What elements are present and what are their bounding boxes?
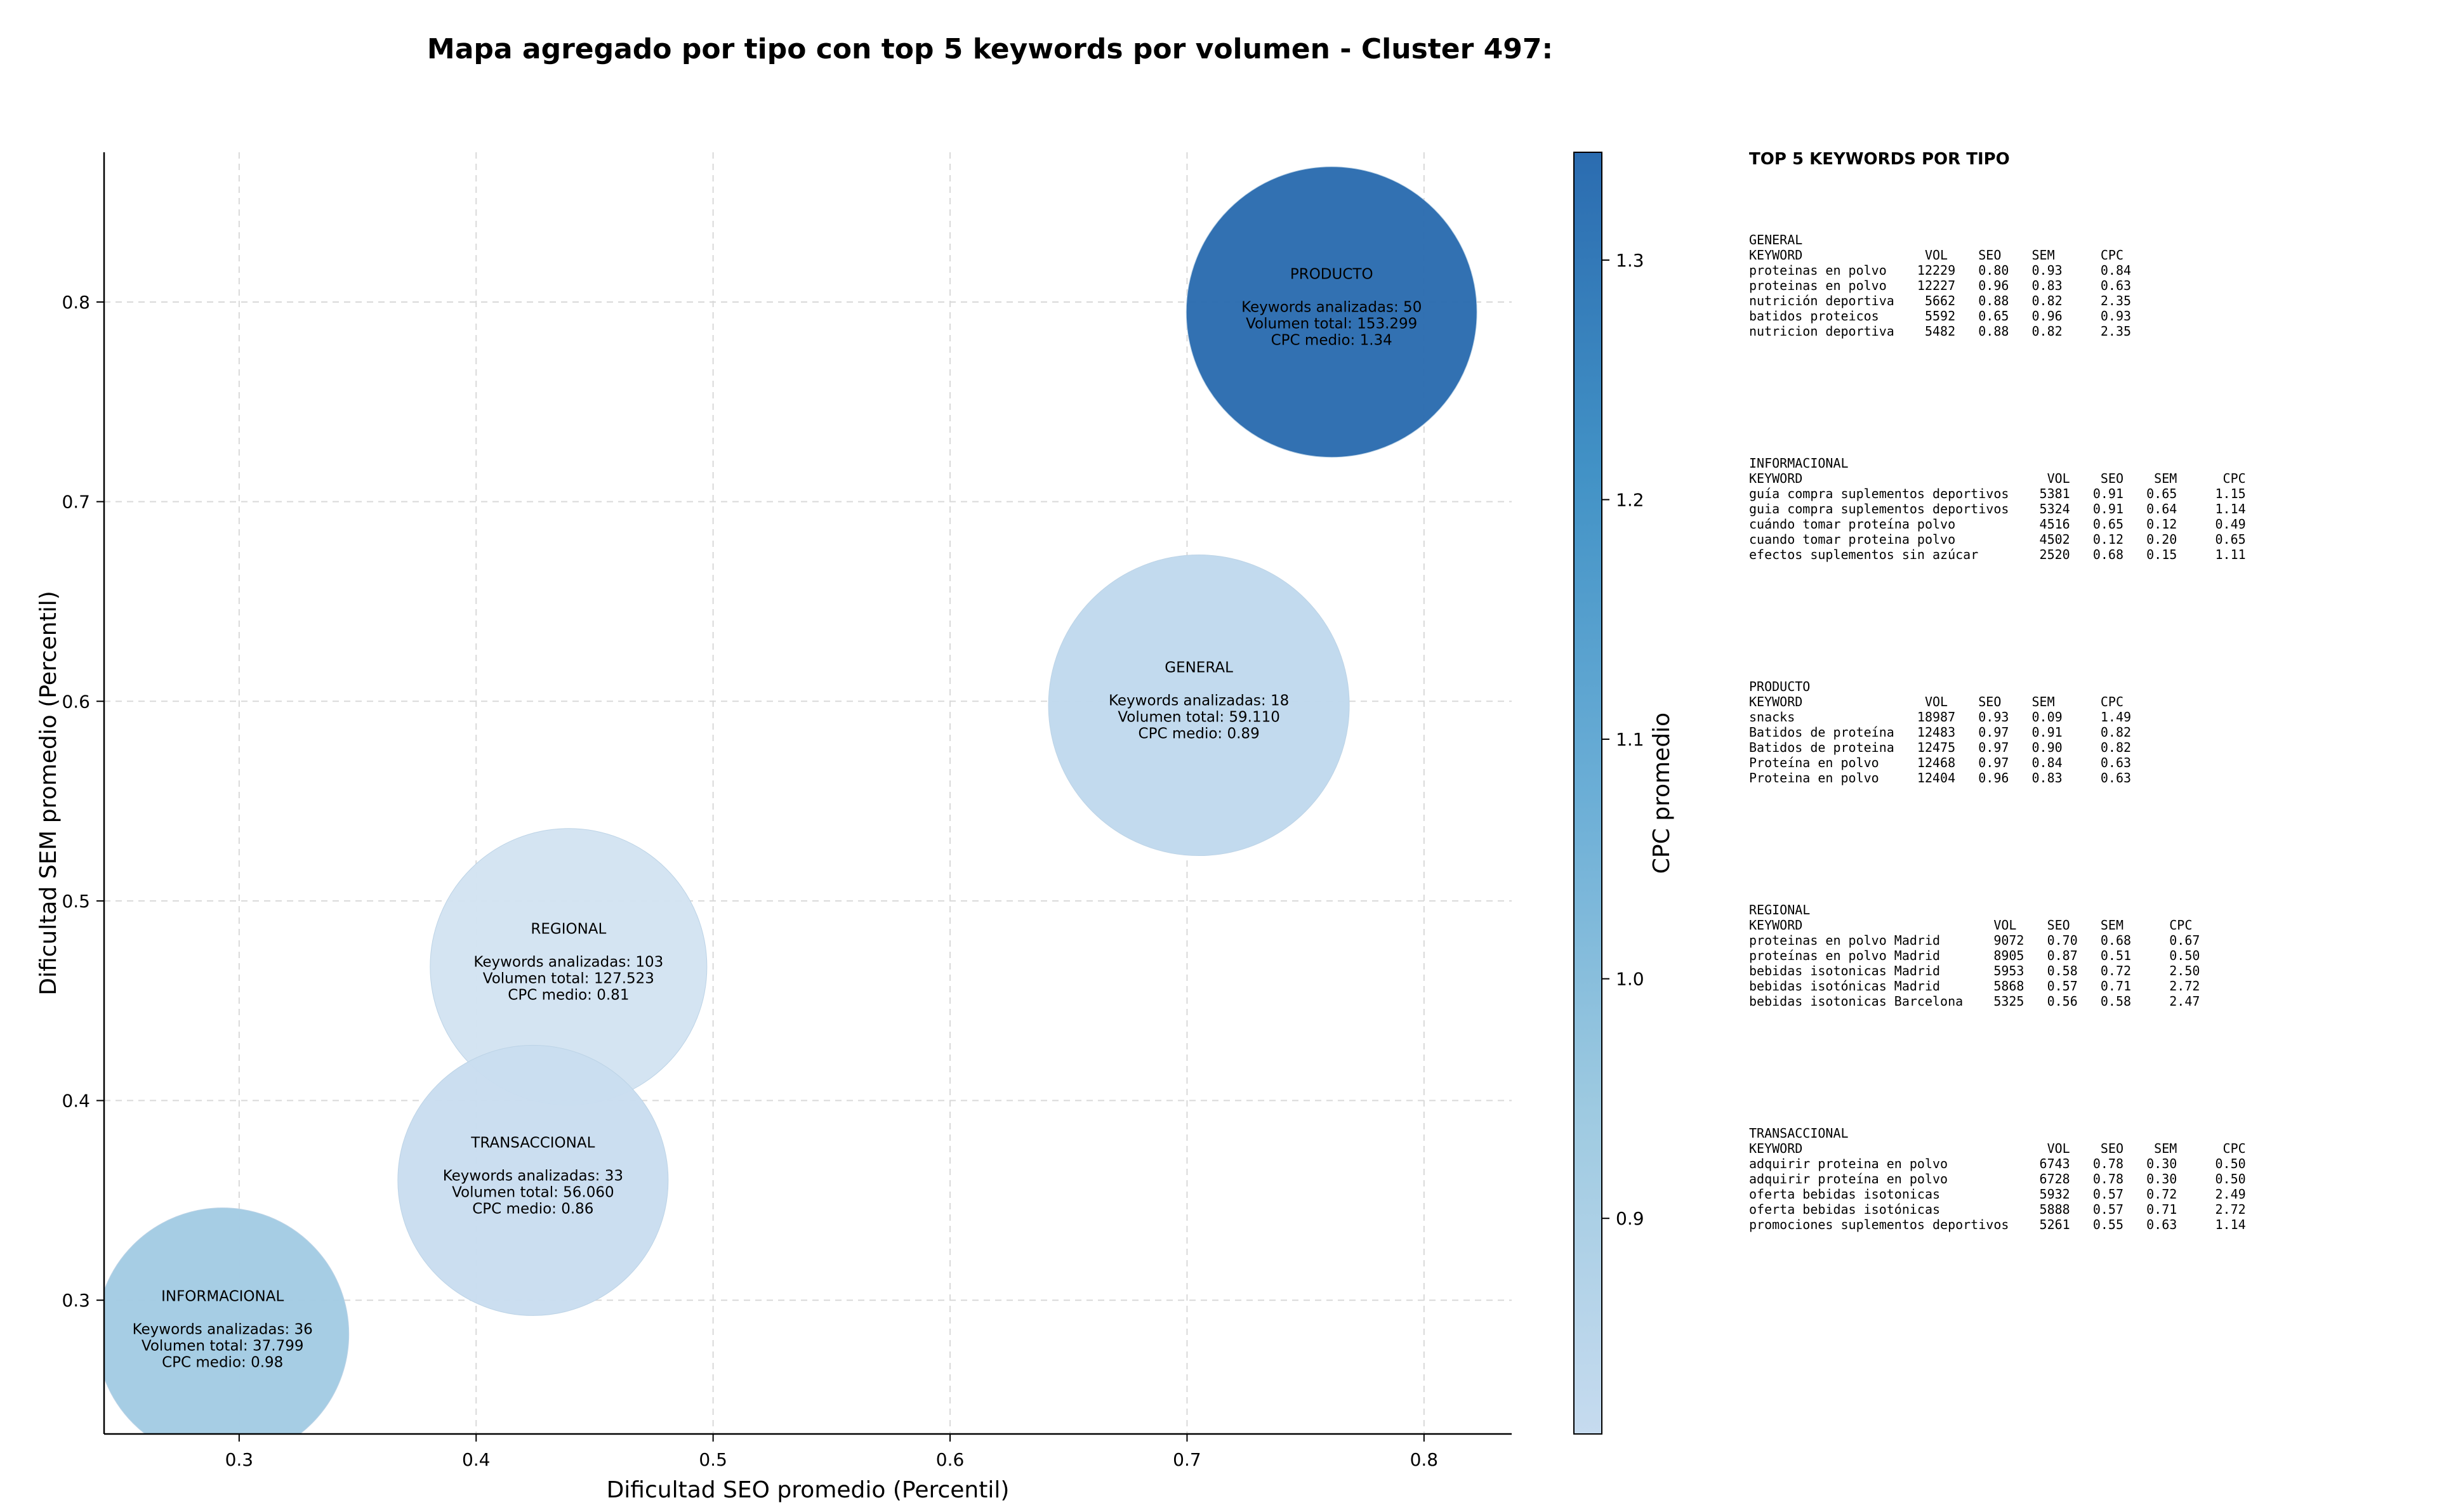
keyword-block-title: GENERAL: [1749, 232, 1803, 247]
y-tick-label: 0.7: [62, 492, 90, 513]
bubble-cpc-label: CPC medio: 0.98: [162, 1355, 283, 1371]
bubble-cpc-label: CPC medio: 1.34: [1271, 332, 1392, 349]
chart-title: Mapa agregado por tipo con top 5 keyword…: [426, 33, 1554, 65]
keyword-table-row: guía compra suplementos deportivos 5381 …: [1749, 486, 2246, 501]
y-tick-label: 0.5: [62, 891, 90, 912]
keyword-table-row: oferta bebidas isotonicas 5932 0.57 0.72…: [1749, 1187, 2246, 1202]
keyword-table-row: bebidas isotonicas Barcelona 5325 0.56 0…: [1749, 994, 2200, 1009]
keyword-block-informacional: INFORMACIONAL KEYWORD VOL SEO SEM CPC guía…: [1749, 456, 2422, 679]
y-tick-label: 0.8: [62, 292, 90, 313]
bubble-cpc-label: CPC medio: 0.89: [1139, 726, 1260, 742]
keyword-table-header: KEYWORD VOL SEO SEM CPC: [1749, 917, 2193, 933]
keyword-table-row: Proteina en polvo 12404 0.96 0.83 0.63: [1749, 770, 2132, 786]
y-axis-label: Dificultad SEM promedio (Percentil): [36, 591, 62, 996]
keyword-table-header: KEYWORD VOL SEO SEM CPC: [1749, 471, 2246, 486]
y-tick-label: 0.6: [62, 691, 90, 712]
keyword-tables: GENERAL KEYWORD VOL SEO SEM CPC proteinas …: [1749, 232, 2422, 1349]
bubble-label-transaccional: TRANSACCIONAL Keywords analizadas: 33Volu…: [443, 1134, 623, 1217]
keyword-table-row: promociones suplementos deportivos 5261 …: [1749, 1217, 2246, 1232]
x-tick-label: 0.5: [699, 1449, 727, 1470]
keyword-panel: TOP 5 KEYWORDS POR TIPO GENERAL KEYWORD V…: [1749, 150, 2422, 1349]
x-tick-label: 0.6: [936, 1449, 965, 1470]
bubble-transaccional: [397, 1044, 669, 1316]
bubble-type-label: PRODUCTO: [1290, 266, 1373, 283]
bubble-keywords-label: Keywords analizadas: 36: [133, 1322, 313, 1338]
x-tick-label: 0.8: [1410, 1449, 1439, 1470]
keyword-table-row: bebidas isotonicas Madrid 5953 0.58 0.72…: [1749, 963, 2200, 978]
keyword-table-row: proteínas en polvo Madrid 8905 0.87 0.51…: [1749, 948, 2200, 963]
keyword-panel-heading: TOP 5 KEYWORDS POR TIPO: [1749, 150, 2010, 169]
keyword-table-row: cuando tomar proteina polvo 4502 0.12 0.…: [1749, 532, 2246, 547]
keyword-table-header: KEYWORD VOL SEO SEM CPC: [1749, 694, 2124, 709]
keyword-table-row: guia compra suplementos deportivos 5324 …: [1749, 501, 2246, 516]
bubble-producto: [1185, 166, 1477, 458]
keyword-table-row: proteinas en polvo Madrid 9072 0.70 0.68…: [1749, 933, 2200, 948]
bubble-label-informacional: INFORMACIONAL Keywords analizadas: 36Volu…: [133, 1289, 313, 1371]
keyword-block-general: GENERAL KEYWORD VOL SEO SEM CPC proteinas …: [1749, 232, 2422, 456]
bubble-volume-label: Volumen total: 37.799: [142, 1338, 304, 1355]
bubble-type-label: REGIONAL: [531, 921, 606, 938]
keyword-table-row: Proteína en polvo 12468 0.97 0.84 0.63: [1749, 755, 2132, 770]
colorbar-label: CPC promedio: [1649, 713, 1675, 874]
keyword-table-row: batidos proteicos 5592 0.65 0.96 0.93: [1749, 308, 2132, 324]
keyword-table-row: proteinas en polvo 12227 0.96 0.83 0.63: [1749, 278, 2132, 293]
keyword-block-title: TRANSACCIONAL: [1749, 1126, 1849, 1141]
bubble-volume-label: Volumen total: 56.060: [452, 1184, 614, 1200]
bubble-label-regional: REGIONAL Keywords analizadas: 103Volumen …: [473, 921, 663, 1004]
colorbar-tick-label: 1.2: [1616, 489, 1644, 510]
x-tick-label: 0.3: [225, 1449, 254, 1470]
bubble-cpc-label: CPC medio: 0.81: [508, 987, 629, 1004]
keyword-table-row: oferta bebidas isotónicas 5888 0.57 0.71…: [1749, 1202, 2246, 1217]
keyword-block-title: PRODUCTO: [1749, 679, 1811, 694]
bubble-general: [1048, 555, 1350, 857]
keyword-table-row: adquirir proteína en polvo 6728 0.78 0.3…: [1749, 1171, 2246, 1187]
x-tick-label: 0.7: [1173, 1449, 1201, 1470]
keyword-table-row: nutricion deportiva 5482 0.88 0.82 2.35: [1749, 324, 2132, 339]
keyword-table-header: KEYWORD VOL SEO SEM CPC: [1749, 247, 2124, 263]
keyword-table-row: cuándo tomar proteína polvo 4516 0.65 0.…: [1749, 516, 2246, 532]
y-tick-label: 0.3: [62, 1290, 90, 1311]
keyword-block-producto: PRODUCTO KEYWORD VOL SEO SEM CPC snacks 18…: [1749, 679, 2422, 902]
keyword-table-row: snacks 18987 0.93 0.09 1.49: [1749, 709, 2132, 725]
colorbar-scale: [1573, 152, 1602, 1435]
bubble-informacional: [104, 1207, 350, 1434]
bubble-keywords-label: Keywords analizadas: 103: [473, 954, 663, 971]
colorbar-tick-label: 1.3: [1616, 250, 1644, 271]
keyword-table-header: KEYWORD VOL SEO SEM CPC: [1749, 1141, 2246, 1156]
keyword-block-title: INFORMACIONAL: [1749, 456, 1849, 471]
keyword-table-row: bebidas isotónicas Madrid 5868 0.57 0.71…: [1749, 978, 2200, 994]
keyword-table-row: Batidos de proteína 12483 0.97 0.91 0.82: [1749, 725, 2132, 740]
colorbar-tick-label: 0.9: [1616, 1208, 1644, 1229]
keyword-table-row: proteinas en polvo 12229 0.80 0.93 0.84: [1749, 263, 2132, 278]
colorbar: 0.9 1.0 1.1 1.2 1.3 CPC promedio: [1573, 152, 1675, 1435]
bubble-volume-label: Volumen total: 127.523: [483, 971, 654, 987]
keyword-table-row: efectos suplementos sin azúcar 2520 0.68…: [1749, 547, 2246, 562]
keyword-block-regional: REGIONAL KEYWORD VOL SEO SEM CPC proteinas…: [1749, 902, 2422, 1126]
bubble-type-label: TRANSACCIONAL: [470, 1134, 595, 1151]
keyword-table-row: Batidos de proteina 12475 0.97 0.90 0.82: [1749, 740, 2132, 755]
bubble-type-label: GENERAL: [1165, 660, 1233, 676]
bubble-keywords-label: Keywords analizadas: 33: [443, 1167, 623, 1184]
bubble-cpc-label: CPC medio: 0.86: [472, 1200, 593, 1217]
colorbar-tick-label: 1.1: [1616, 729, 1644, 750]
x-axis-label: Dificultad SEO promedio (Percentil): [607, 1477, 1010, 1503]
bubble-keywords-label: Keywords analizadas: 50: [1241, 299, 1422, 316]
bubble-volume-label: Volumen total: 153.299: [1246, 316, 1417, 332]
keyword-block-transaccional: TRANSACCIONAL KEYWORD VOL SEO SEM CPC adqu…: [1749, 1126, 2422, 1349]
x-tick-label: 0.4: [462, 1449, 491, 1470]
y-tick-label: 0.4: [62, 1091, 90, 1112]
keyword-block-title: REGIONAL: [1749, 902, 1811, 917]
keyword-table-row: nutrición deportiva 5662 0.88 0.82 2.35: [1749, 293, 2132, 308]
bubble-keywords-label: Keywords analizadas: 18: [1109, 693, 1289, 709]
bubble-type-label: INFORMACIONAL: [161, 1289, 284, 1305]
colorbar-tick-label: 1.0: [1616, 969, 1644, 990]
keyword-table-row: adquirir proteina en polvo 6743 0.78 0.3…: [1749, 1156, 2246, 1171]
bubble-volume-label: Volumen total: 59.110: [1118, 709, 1280, 726]
axes: 0.3 0.4 0.5 0.6 0.7 0.8 0.3 0.4 0.5 0.6 0.7 0.8 Difi…: [36, 152, 1512, 1503]
